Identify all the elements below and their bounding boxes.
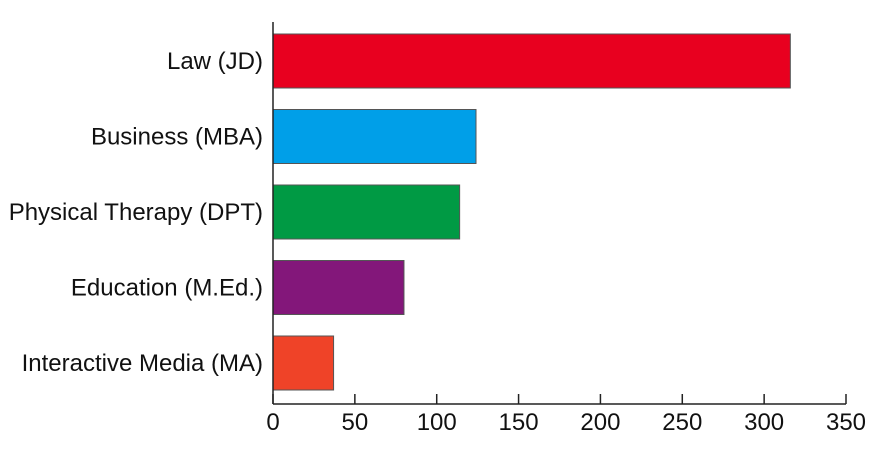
bar-4 bbox=[272, 335, 335, 391]
bar-1 bbox=[272, 109, 477, 164]
x-tick-label-0: 0 bbox=[266, 409, 279, 436]
category-label-4: Interactive Media (MA) bbox=[22, 350, 263, 377]
x-tick-label-3: 150 bbox=[499, 409, 539, 436]
category-label-2: Physical Therapy (DPT) bbox=[9, 199, 263, 226]
category-label-0: Law (JD) bbox=[167, 48, 263, 75]
category-label-3: Education (M.Ed.) bbox=[71, 275, 263, 302]
x-tick-label-5: 250 bbox=[662, 409, 702, 436]
x-tick-label-7: 350 bbox=[826, 409, 866, 436]
bar-0 bbox=[272, 33, 791, 89]
x-tick-label-4: 200 bbox=[580, 409, 620, 436]
category-label-1: Business (MBA) bbox=[91, 124, 263, 151]
x-tick-label-6: 300 bbox=[744, 409, 784, 436]
x-tick-label-1: 50 bbox=[342, 409, 369, 436]
bar-2 bbox=[272, 184, 461, 240]
x-tick-label-2: 100 bbox=[417, 409, 457, 436]
x-axis-group: 0 50 100 150 200 250 300 350 bbox=[266, 22, 866, 436]
bars-group bbox=[272, 33, 791, 391]
bar-3 bbox=[272, 260, 405, 315]
category-labels-group: Law (JD) Business (MBA) Physical Therapy (… bbox=[9, 48, 263, 377]
